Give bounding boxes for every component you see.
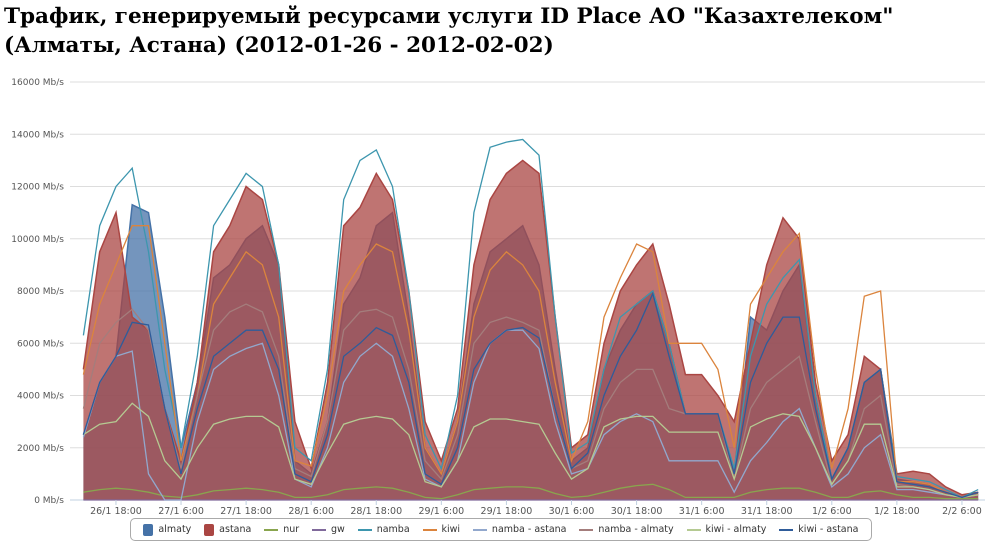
x-tick-label: 26/1 18:00 — [90, 506, 142, 517]
legend-label: almaty — [158, 524, 192, 535]
y-tick-label: 8000 Mb/s — [17, 287, 64, 297]
legend-label: kiwi - astana — [798, 524, 859, 535]
y-tick-label: 12000 Mb/s — [11, 183, 64, 193]
legend-label: namba — [376, 524, 410, 535]
y-tick-label: 16000 Mb/s — [11, 78, 64, 88]
y-tick-label: 2000 Mb/s — [17, 444, 64, 454]
legend-label: gw — [331, 524, 345, 535]
legend-item-namba-almaty[interactable]: namba - almaty — [579, 524, 674, 535]
legend-label: namba - almaty — [598, 524, 674, 535]
area-swatch-icon — [204, 523, 215, 536]
x-tick-label: 27/1 18:00 — [220, 506, 272, 517]
y-tick-label: 6000 Mb/s — [17, 339, 64, 349]
y-tick-label: 4000 Mb/s — [17, 392, 64, 402]
legend-item-gw[interactable]: gw — [312, 524, 345, 535]
legend-item-almaty[interactable]: almaty — [143, 523, 192, 536]
line-namba-astana — [82, 329, 979, 501]
x-tick-label: 1/2 6:00 — [812, 506, 852, 517]
legend-item-namba[interactable]: namba — [357, 524, 410, 535]
line-swatch-icon — [472, 528, 487, 531]
x-tick-label: 28/1 6:00 — [288, 506, 334, 517]
x-tick-label: 27/1 6:00 — [158, 506, 204, 517]
x-tick-label: 28/1 18:00 — [350, 506, 402, 517]
x-tick-label: 31/1 18:00 — [741, 506, 793, 517]
line-kiwi-almaty — [83, 402, 979, 499]
legend-label: astana — [219, 524, 252, 535]
x-tick-label: 30/1 6:00 — [549, 506, 595, 517]
x-tick-label: 2/2 6:00 — [942, 506, 982, 517]
line-swatch-icon — [686, 528, 701, 531]
legend-item-kiwi-almaty[interactable]: kiwi - almaty — [686, 524, 767, 535]
legend-label: kiwi — [441, 524, 461, 535]
x-tick-label: 29/1 6:00 — [418, 506, 464, 517]
area-line-astana — [82, 159, 979, 496]
area-series — [82, 159, 979, 501]
chart-title: Трафик, генерируемый ресурсами услуги ID… — [4, 4, 894, 58]
x-tick-label: 29/1 18:00 — [481, 506, 533, 517]
legend-item-namba-astana[interactable]: namba - astana — [472, 524, 567, 535]
x-tick-label: 1/2 18:00 — [874, 506, 920, 517]
legend-label: namba - astana — [491, 524, 567, 535]
line-swatch-icon — [357, 528, 372, 531]
y-tick-label: 14000 Mb/s — [11, 130, 64, 140]
line-swatch-icon — [422, 528, 437, 531]
y-tick-label: 0 Mb/s — [34, 496, 64, 506]
legend-item-kiwi-astana[interactable]: kiwi - astana — [779, 524, 858, 535]
legend-item-nur[interactable]: nur — [264, 524, 299, 535]
line-swatch-icon — [264, 528, 279, 531]
line-series — [82, 138, 979, 501]
line-nur — [83, 483, 979, 500]
line-kiwi — [82, 225, 979, 499]
x-tick-label: 31/1 6:00 — [679, 506, 725, 517]
x-axis: 26/1 18:00 27/1 6:00 27/1 18:00 28/1 6:00 28… — [90, 500, 982, 517]
legend-item-kiwi[interactable]: kiwi — [422, 524, 461, 535]
legend-item-astana[interactable]: astana — [204, 523, 252, 536]
legend-label: nur — [283, 524, 300, 535]
area-astana — [83, 160, 979, 500]
line-swatch-icon — [312, 528, 327, 531]
line-swatch-icon — [779, 528, 794, 531]
legend-label: kiwi - almaty — [705, 524, 767, 535]
area-swatch-icon — [143, 523, 154, 536]
line-kiwi-astana — [82, 291, 979, 499]
line-swatch-icon — [579, 528, 594, 531]
x-tick-label: 30/1 18:00 — [611, 506, 663, 517]
y-axis: 0 Mb/s 2000 Mb/s 4000 Mb/s 6000 Mb/s 8000 Mb… — [11, 78, 64, 506]
line-namba-almaty — [82, 303, 979, 499]
y-tick-label: 10000 Mb/s — [11, 235, 64, 245]
legend: almaty astana nur gw namba kiwi namba - astana… — [130, 518, 872, 541]
